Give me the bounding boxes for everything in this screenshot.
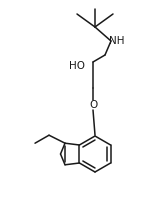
Text: NH: NH [109, 36, 125, 46]
Text: HO: HO [69, 61, 85, 71]
Text: O: O [89, 100, 97, 110]
